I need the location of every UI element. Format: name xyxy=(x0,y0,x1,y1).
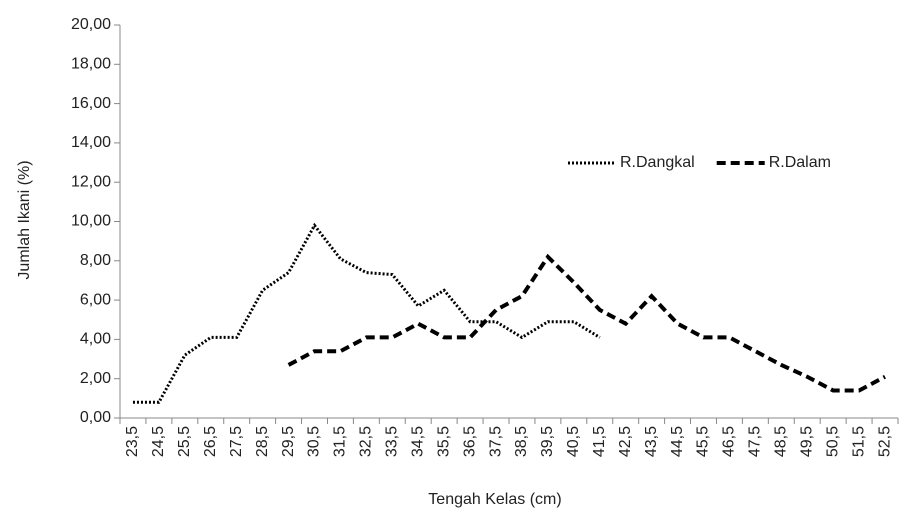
x-tick-label: 37,5 xyxy=(487,426,504,457)
x-tick-label: 46,5 xyxy=(721,426,738,457)
x-tick-label: 38,5 xyxy=(513,426,530,457)
x-tick-label: 44,5 xyxy=(669,426,686,457)
y-tick-label: 0,00 xyxy=(80,409,111,426)
x-tick-label: 26,5 xyxy=(202,426,219,457)
x-tick-label: 51,5 xyxy=(850,426,867,457)
x-tick-label: 31,5 xyxy=(332,426,349,457)
x-tick-label: 40,5 xyxy=(565,426,582,457)
x-tick-label: 29,5 xyxy=(280,426,297,457)
x-tick-label: 36,5 xyxy=(461,426,478,457)
x-tick-label: 35,5 xyxy=(435,426,452,457)
x-tick-label: 33,5 xyxy=(384,426,401,457)
x-tick-label: 23,5 xyxy=(124,426,141,457)
x-tick-label: 30,5 xyxy=(306,426,323,457)
y-tick-label: 4,00 xyxy=(80,331,111,348)
y-tick-label: 18,00 xyxy=(71,56,111,73)
y-tick-label: 12,00 xyxy=(71,173,111,190)
legend-label: R.Dalam xyxy=(769,154,831,171)
x-tick-label: 39,5 xyxy=(539,426,556,457)
y-tick-label: 14,00 xyxy=(71,134,111,151)
x-tick-label: 45,5 xyxy=(695,426,712,457)
x-tick-label: 25,5 xyxy=(176,426,193,457)
x-tick-label: 50,5 xyxy=(824,426,841,457)
x-tick-label: 41,5 xyxy=(591,426,608,457)
x-tick-label: 28,5 xyxy=(254,426,271,457)
y-tick-label: 20,00 xyxy=(71,16,111,33)
y-tick-label: 6,00 xyxy=(80,291,111,308)
x-tick-label: 52,5 xyxy=(876,426,893,457)
legend-label: R.Dangkal xyxy=(620,154,695,171)
x-tick-label: 49,5 xyxy=(798,426,815,457)
x-tick-label: 42,5 xyxy=(617,426,634,457)
y-tick-label: 16,00 xyxy=(71,95,111,112)
y-tick-label: 10,00 xyxy=(71,213,111,230)
x-tick-label: 47,5 xyxy=(747,426,764,457)
x-tick-label: 27,5 xyxy=(228,426,245,457)
y-axis-title: Jumlah Ikani (%) xyxy=(16,160,33,279)
y-tick-label: 8,00 xyxy=(80,252,111,269)
x-tick-label: 34,5 xyxy=(409,426,426,457)
series-line xyxy=(132,222,601,404)
y-tick-label: 2,00 xyxy=(80,370,111,387)
x-tick-label: 48,5 xyxy=(773,426,790,457)
series-line xyxy=(287,253,886,393)
x-tick-label: 24,5 xyxy=(150,426,167,457)
x-tick-label: 32,5 xyxy=(358,426,375,457)
x-axis-title: Tengah Kelas (cm) xyxy=(428,491,561,508)
x-tick-label: 43,5 xyxy=(643,426,660,457)
